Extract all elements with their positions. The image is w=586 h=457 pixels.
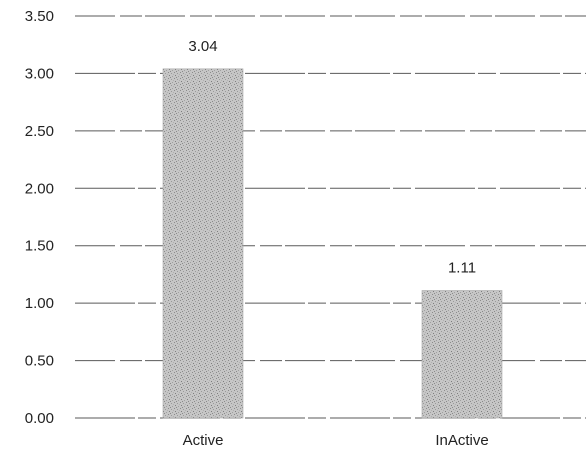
y-tick-label: 1.00: [25, 295, 54, 312]
x-axis-category-labels: Active InActive: [183, 432, 489, 449]
bars: [162, 68, 503, 419]
gridlines: [75, 15, 586, 419]
bar-inactive: [421, 290, 503, 419]
y-tick-label: 0.50: [25, 353, 54, 370]
y-tick-label: 2.00: [25, 180, 54, 197]
y-tick-label: 1.50: [25, 238, 54, 255]
y-tick-label: 0.00: [25, 410, 54, 427]
data-labels: 3.04 1.11: [188, 38, 476, 277]
y-tick-label: 2.50: [25, 123, 54, 140]
y-axis-tick-labels: 0.00 0.50 1.00 1.50 2.00 2.50 3.00 3.50: [25, 8, 54, 427]
x-category-label: Active: [183, 432, 224, 449]
y-tick-label: 3.00: [25, 65, 54, 82]
x-category-label: InActive: [435, 432, 488, 449]
data-label: 1.11: [448, 260, 476, 277]
y-tick-label: 3.50: [25, 8, 54, 25]
bar-active: [162, 68, 244, 419]
data-label: 3.04: [188, 38, 217, 55]
